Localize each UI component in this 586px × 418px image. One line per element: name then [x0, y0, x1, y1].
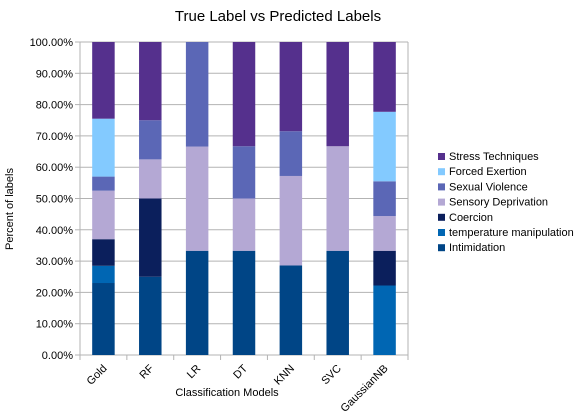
- y-tick-label: 60.00%: [36, 162, 74, 174]
- bar-segment: [373, 111, 396, 182]
- bar-segment: [373, 285, 396, 355]
- legend-label: Sensory Deprivation: [449, 197, 548, 209]
- bar-segment: [92, 190, 115, 240]
- y-tick-label: 80.00%: [36, 100, 74, 112]
- y-tick-label: 90.00%: [36, 68, 74, 80]
- bar-segment: [139, 276, 162, 355]
- bar-segment: [185, 42, 209, 147]
- bar-segment: [92, 42, 115, 119]
- bar-segment: [185, 146, 209, 251]
- x-tick-label: KNN: [272, 363, 297, 388]
- bar-segment: [92, 118, 115, 177]
- legend-swatch: [438, 168, 445, 176]
- y-tick-label: 30.00%: [36, 256, 74, 268]
- x-tick-label: SVC: [319, 363, 344, 388]
- bar-segment: [92, 283, 115, 355]
- bar-segment: [232, 42, 256, 147]
- legend-swatch: [438, 244, 445, 252]
- bar-segment: [279, 175, 303, 266]
- bar-segment: [326, 42, 349, 147]
- legend-swatch: [438, 213, 445, 221]
- y-tick-label: 50.00%: [36, 194, 74, 206]
- legend: Stress Techniques Forced Exertion Sexual V…: [438, 151, 574, 254]
- legend-swatch: [438, 198, 445, 206]
- bar-segment: [326, 146, 349, 251]
- x-tick-label: GaussianNB: [339, 363, 391, 415]
- bar-segment: [279, 265, 303, 355]
- bar-segment: [139, 198, 162, 277]
- bar-segment: [92, 176, 115, 191]
- legend-label: Coercion: [449, 212, 493, 224]
- legend-label: temperature manipulation: [449, 227, 574, 239]
- y-axis-title: Percent of labels: [4, 168, 16, 250]
- y-tick-label: 0.00%: [42, 350, 73, 362]
- bar-segment: [139, 159, 162, 199]
- bar-segment: [279, 131, 303, 176]
- legend-label: Stress Techniques: [449, 151, 539, 163]
- bar-segment: [232, 198, 256, 251]
- x-tick-label: Gold: [85, 363, 110, 388]
- x-tick-label: DT: [231, 362, 250, 381]
- y-tick-label: 20.00%: [36, 287, 74, 299]
- bar-segment: [373, 216, 396, 251]
- x-tick-label: RF: [138, 362, 157, 381]
- y-tick-label: 10.00%: [36, 319, 74, 331]
- bar-segment: [139, 42, 162, 121]
- bar-segment: [373, 250, 396, 286]
- y-axis-ticks: 0.00% 10.00% 20.00% 30.00% 40.00% 50.00% 60.00…: [30, 37, 80, 362]
- legend-swatch: [438, 183, 445, 191]
- bar-segment: [92, 265, 115, 284]
- legend-label: Sexual Violence: [449, 181, 528, 193]
- bar-segment: [373, 42, 396, 112]
- bar-segment: [232, 250, 256, 355]
- y-tick-label: 40.00%: [36, 225, 74, 237]
- bars: [92, 42, 396, 355]
- bar-segment: [92, 239, 115, 266]
- y-tick-label: 70.00%: [36, 131, 74, 143]
- x-tick-label: LR: [185, 363, 203, 381]
- legend-swatch: [438, 229, 445, 236]
- bar-segment: [185, 250, 209, 355]
- bar-segment: [279, 42, 303, 132]
- x-axis-title: Classification Models: [175, 387, 279, 399]
- legend-label: Forced Exertion: [449, 166, 527, 178]
- chart-title: True Label vs Predicted Labels: [175, 8, 381, 25]
- bar-segment: [326, 250, 349, 355]
- legend-label: Intimidation: [449, 242, 505, 254]
- bar-segment: [139, 120, 162, 160]
- legend-swatch: [438, 153, 445, 160]
- y-tick-label: 100.00%: [30, 37, 74, 49]
- bar-segment: [373, 181, 396, 217]
- bar-segment: [232, 146, 256, 199]
